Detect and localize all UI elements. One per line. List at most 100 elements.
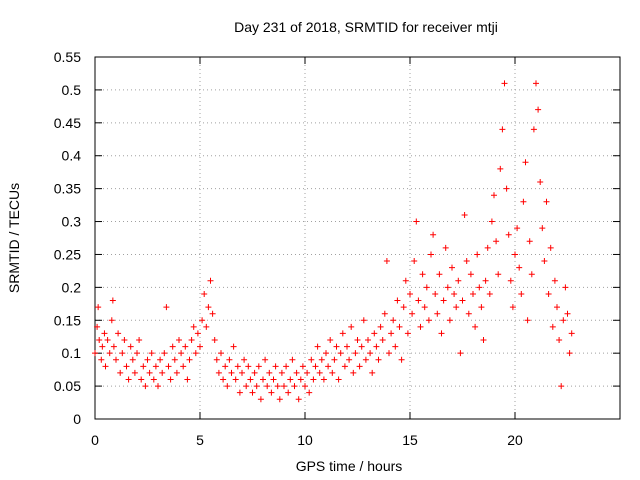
data-point (520, 198, 527, 205)
data-point (442, 244, 449, 251)
data-point (245, 363, 252, 370)
data-point (188, 337, 195, 344)
data-point (131, 369, 138, 376)
data-point (310, 376, 317, 383)
data-point (518, 290, 525, 297)
data-point (234, 363, 241, 370)
data-point (526, 238, 533, 245)
y-axis: 0 0.05 0.1 0.15 0.2 0.25 0.3 0.35 0.4 0.45 0.5 0.55 (54, 49, 620, 427)
data-point (272, 363, 279, 370)
data-point (295, 396, 302, 403)
data-point (467, 271, 474, 278)
data-point (173, 369, 180, 376)
data-point (495, 271, 502, 278)
data-point (396, 323, 403, 330)
data-point (113, 356, 119, 363)
y-tick-label: 0.2 (62, 279, 82, 295)
data-point (365, 337, 371, 344)
grid (95, 57, 620, 419)
data-point (320, 376, 327, 383)
y-tick-label: 0.05 (54, 378, 81, 394)
data-point (281, 383, 287, 390)
y-tick-label: 0.35 (54, 181, 81, 197)
data-point (360, 317, 367, 324)
data-point (444, 284, 451, 291)
data-point (316, 369, 323, 376)
data-point (266, 369, 273, 376)
data-point (291, 383, 298, 390)
data-point (257, 396, 264, 403)
data-point (289, 356, 296, 363)
data-point (480, 337, 487, 344)
data-point (201, 290, 208, 297)
data-point (155, 383, 161, 390)
data-point (509, 304, 516, 311)
data-point (251, 369, 258, 376)
data-point (451, 290, 458, 297)
data-point (346, 356, 353, 363)
data-point (507, 277, 514, 284)
data-point (169, 343, 176, 350)
y-tick-label: 0 (73, 411, 81, 427)
data-point (136, 337, 143, 344)
data-point (161, 350, 168, 357)
data-point (478, 304, 485, 311)
data-point (488, 218, 495, 225)
data-point (354, 337, 361, 344)
data-point (381, 310, 388, 317)
data-point (459, 297, 466, 304)
data-point (484, 244, 491, 251)
data-point (514, 225, 521, 232)
data-point (171, 356, 178, 363)
data-point (109, 297, 116, 304)
y-tick-label: 0.55 (54, 49, 81, 65)
data-point (545, 290, 552, 297)
x-axis: 0 5 10 15 20 (91, 57, 523, 448)
y-tick-label: 0.25 (54, 246, 81, 262)
data-point (404, 330, 411, 337)
data-point (472, 323, 479, 330)
data-point (276, 396, 283, 403)
data-point (440, 297, 447, 304)
data-point (203, 323, 210, 330)
data-point (108, 317, 115, 324)
data-point (432, 290, 439, 297)
x-tick-label: 0 (91, 432, 99, 448)
data-point (249, 389, 256, 396)
data-point (119, 350, 126, 357)
data-point (211, 337, 218, 344)
data-point (163, 304, 170, 311)
data-point (400, 304, 407, 311)
data-point (551, 277, 558, 284)
data-point (421, 304, 428, 311)
data-point (140, 363, 147, 370)
x-tick-label: 5 (196, 432, 204, 448)
data-point (549, 323, 556, 330)
data-point (125, 376, 132, 383)
data-point (499, 126, 506, 133)
data-point (270, 376, 277, 383)
data-point (394, 297, 401, 304)
data-point (144, 356, 151, 363)
data-point (194, 330, 201, 337)
data-point (224, 383, 231, 390)
data-point (274, 383, 281, 390)
data-point (476, 284, 483, 291)
data-point (369, 369, 376, 376)
data-point (463, 258, 470, 265)
y-tick-label: 0.4 (62, 148, 82, 164)
data-point (220, 376, 227, 383)
data-point (461, 211, 468, 218)
data-point (554, 304, 560, 311)
data-point (541, 258, 548, 265)
data-point (129, 356, 136, 363)
data-point (123, 363, 130, 370)
data-point (299, 363, 306, 370)
data-point (262, 356, 269, 363)
data-point (486, 290, 493, 297)
data-point (482, 277, 489, 284)
data-point (306, 389, 313, 396)
data-point (537, 179, 544, 186)
data-point (465, 310, 472, 317)
